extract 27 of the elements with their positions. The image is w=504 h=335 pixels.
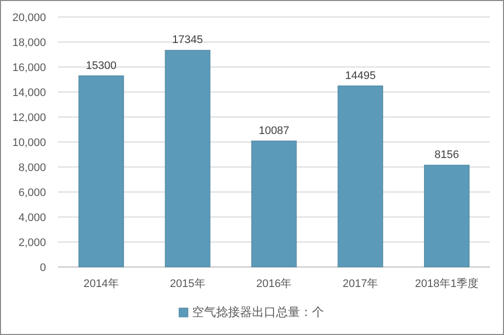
x-tick-label: 2016年	[256, 278, 292, 290]
y-tick-label: 0	[40, 262, 46, 274]
y-tick-label: 4,000	[18, 212, 46, 224]
y-tick-label: 14,000	[12, 87, 46, 99]
x-tick-label: 2014年	[83, 278, 119, 290]
y-tick-label: 10,000	[12, 137, 46, 149]
bar	[78, 76, 124, 268]
x-tick-label: 2015年	[170, 278, 206, 290]
y-tick-label: 16,000	[12, 62, 46, 74]
y-tick-label: 2,000	[18, 237, 46, 249]
x-tick-label: 2018年1季度	[415, 277, 479, 290]
y-tick-label: 12,000	[12, 112, 46, 124]
data-label: 14495	[345, 70, 376, 82]
bar	[164, 50, 210, 268]
y-tick-label: 8,000	[18, 162, 46, 174]
y-tick-label: 6,000	[18, 187, 46, 199]
y-tick-label: 20,000	[12, 12, 46, 24]
data-label: 17345	[172, 34, 203, 46]
x-tick-label: 2017年	[342, 278, 378, 290]
bar	[251, 140, 297, 268]
legend-label: 空气捻接器出口总量：个	[192, 305, 324, 319]
bar	[424, 164, 470, 268]
data-label: 8156	[434, 149, 460, 162]
y-tick-label: 18,000	[12, 37, 46, 49]
bar	[338, 86, 384, 268]
data-label: 15300	[86, 60, 116, 72]
data-label: 10087	[258, 124, 290, 137]
